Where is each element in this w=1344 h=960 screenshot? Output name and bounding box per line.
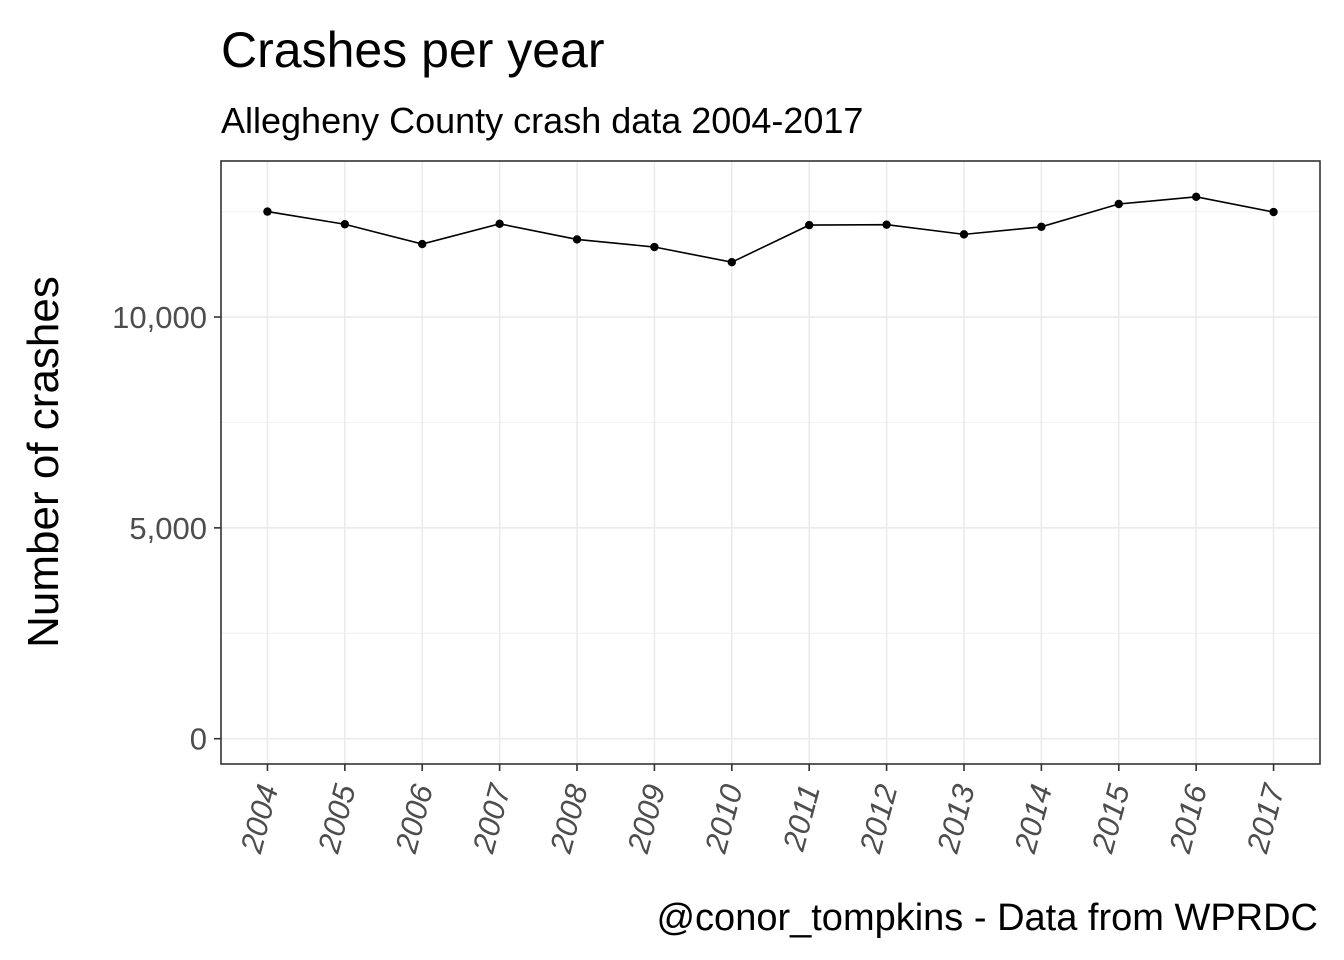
data-point bbox=[959, 230, 969, 239]
data-point bbox=[650, 242, 659, 252]
chart-subtitle: Allegheny County crash data 2004-2017 bbox=[221, 100, 863, 141]
data-point bbox=[263, 207, 272, 216]
series-line bbox=[267, 196, 1274, 264]
x-tick-label: 2007 bbox=[465, 779, 517, 857]
grid bbox=[221, 161, 1320, 764]
x-tick-label-group: 2008 bbox=[543, 780, 595, 857]
x-tick-label: 2017 bbox=[1239, 779, 1291, 857]
x-tick-label-group: 2006 bbox=[388, 780, 440, 857]
chart-title: Crashes per year bbox=[221, 22, 605, 78]
y-axis-label: Number of crashes bbox=[19, 276, 68, 648]
x-tick-label-group: 2016 bbox=[1162, 780, 1214, 857]
data-point bbox=[1269, 207, 1278, 217]
data-point bbox=[340, 220, 350, 229]
x-tick-label: 2010 bbox=[698, 781, 750, 858]
x-tick-label: 2014 bbox=[1007, 781, 1059, 858]
x-tick-label-group: 2005 bbox=[311, 780, 363, 857]
data-point bbox=[1114, 199, 1123, 209]
panel-border bbox=[220, 160, 1321, 765]
y-axis: 0 5,000 10,000 bbox=[112, 300, 221, 757]
data-point bbox=[882, 220, 891, 229]
x-tick-label: 2005 bbox=[311, 780, 363, 857]
data-point bbox=[418, 239, 427, 249]
x-tick-label-group: 2010 bbox=[698, 781, 750, 858]
x-tick-label-group: 2017 bbox=[1239, 779, 1291, 857]
x-axis: 2004 2005 2006 2007 2008 2009 2010 2011 2012 2013… bbox=[233, 764, 1292, 858]
x-tick-label: 2016 bbox=[1162, 780, 1214, 857]
x-tick-label: 2012 bbox=[852, 781, 904, 858]
x-tick-label-group: 2012 bbox=[852, 781, 904, 858]
series bbox=[263, 192, 1278, 267]
x-tick-label: 2013 bbox=[930, 781, 982, 858]
y-tick-label: 5,000 bbox=[129, 511, 207, 546]
x-tick-label: 2006 bbox=[388, 780, 440, 857]
x-tick-label: 2011 bbox=[776, 781, 827, 855]
x-tick-label: 2009 bbox=[620, 781, 672, 858]
y-tick-label: 0 bbox=[190, 722, 207, 757]
caption: @conor_tompkins - Data from WPRDC bbox=[656, 897, 1318, 939]
x-tick-label-group: 2013 bbox=[930, 781, 982, 858]
x-tick-label-group: 2004 bbox=[233, 781, 285, 858]
x-tick-label-group: 2007 bbox=[465, 779, 517, 857]
x-tick-label: 2008 bbox=[543, 780, 595, 857]
x-tick-label: 2015 bbox=[1085, 780, 1137, 857]
data-point bbox=[1037, 222, 1046, 231]
x-tick-label-group: 2011 bbox=[776, 781, 827, 855]
data-point bbox=[572, 235, 582, 244]
x-tick-label-group: 2009 bbox=[620, 781, 672, 858]
data-point bbox=[804, 220, 814, 230]
x-tick-label-group: 2014 bbox=[1007, 781, 1059, 858]
x-tick-label: 2004 bbox=[233, 781, 285, 858]
data-point bbox=[727, 258, 737, 267]
data-point bbox=[1191, 192, 1201, 202]
x-tick-label-group: 2015 bbox=[1085, 780, 1137, 857]
data-point bbox=[495, 219, 504, 229]
y-tick-label: 10,000 bbox=[112, 300, 207, 335]
